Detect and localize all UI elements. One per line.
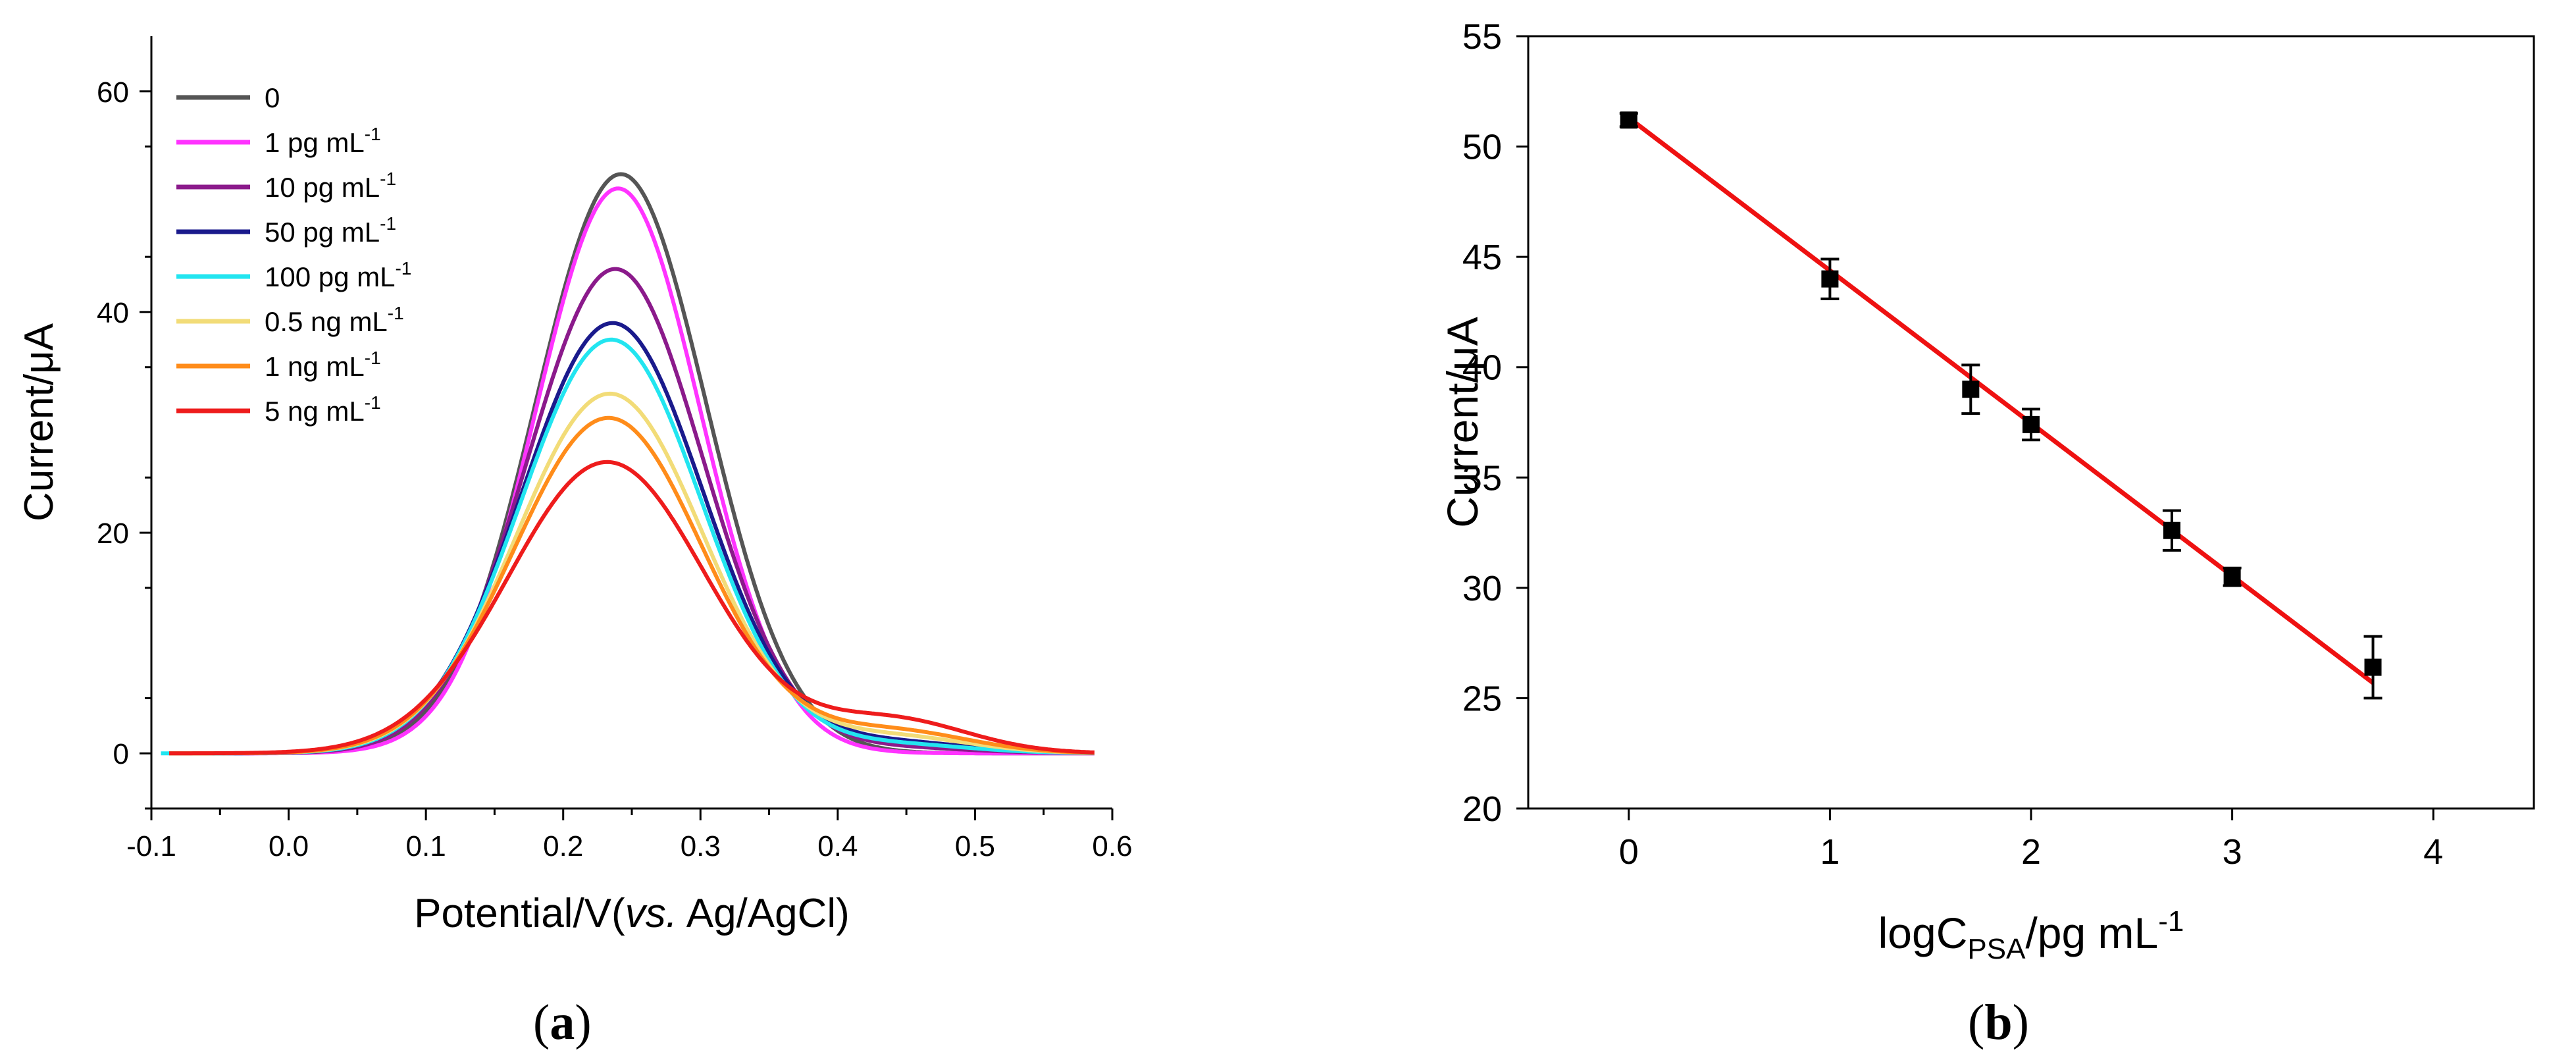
x-tick-label-b: 0 (1619, 832, 1639, 872)
data-point-2 (1962, 381, 1980, 398)
series-line-2 (169, 267, 1095, 756)
y-tick-label-b: 50 (1462, 128, 1502, 167)
data-point-6 (2364, 658, 2382, 676)
y-tick-label-a: 40 (97, 297, 129, 329)
x-axis-title-b-superscript: -1 (2158, 905, 2184, 938)
series-line-7 (169, 460, 1095, 756)
y-tick-label-b: 35 (1462, 458, 1502, 498)
x-axis-title-a-italic: vs. (625, 891, 677, 936)
legend-label-text: 10 pg mL (265, 172, 380, 203)
caption-a: (a) (533, 995, 592, 1050)
y-tick-label-a: 0 (113, 738, 129, 770)
legend-label-superscript: -1 (365, 124, 381, 144)
legend-label-text: 100 pg mL (265, 261, 395, 292)
legend-label-text: 1 pg mL (265, 127, 365, 158)
legend-label-text: 5 ng mL (265, 396, 365, 427)
y-tick-label-b: 30 (1462, 569, 1502, 608)
legend-label-4: 100 pg mL-1 (265, 258, 411, 292)
x-tick-label-b: 3 (2223, 832, 2242, 872)
x-tick-label-a: 0.1 (406, 830, 446, 862)
y-tick-label-a: 20 (97, 517, 129, 550)
x-axis-title-b-subscript: PSA (1967, 933, 2026, 965)
x-tick-label-a: 0.3 (681, 830, 721, 862)
y-tick-label-b: 45 (1462, 238, 1502, 277)
legend-label-1: 1 pg mL-1 (265, 124, 381, 158)
data-point-1 (1821, 270, 1839, 288)
y-tick-label-b: 40 (1462, 348, 1502, 388)
legend-label-superscript: -1 (380, 213, 396, 234)
x-axis-title-b-part: logC (1878, 909, 1968, 957)
data-point-3 (2022, 415, 2040, 433)
legend-label-superscript: -1 (365, 392, 381, 413)
data-point-5 (2223, 568, 2241, 586)
x-tick-label-a: -0.1 (126, 830, 176, 862)
legend-label-text: 1 ng mL (265, 351, 365, 382)
legend-label-5: 0.5 ng mL-1 (265, 303, 404, 337)
x-tick-label-a: 0.5 (955, 830, 995, 862)
legend-label-3: 50 pg mL-1 (265, 213, 396, 248)
x-tick-label-b: 2 (2021, 832, 2041, 872)
x-axis-title-b-part: /pg mL (2025, 909, 2158, 957)
x-axis-title-a-part: Ag/AgCl) (677, 891, 850, 936)
series-line-6 (169, 415, 1095, 756)
caption-b-letter: b (1984, 995, 2013, 1050)
y-tick-label-b: 25 (1462, 679, 1502, 718)
legend-label-text: 50 pg mL (265, 217, 380, 248)
x-tick-label-b: 4 (2423, 832, 2443, 872)
x-axis-title-a-part: Potential/V( (414, 891, 625, 936)
legend-label-0: 0 (265, 82, 280, 113)
x-tick-label-a: 0.2 (543, 830, 583, 862)
legend-label-superscript: -1 (388, 303, 404, 323)
y-tick-label-a: 60 (97, 76, 129, 109)
legend-label-text: 0 (265, 82, 280, 113)
legend-label-text: 0.5 ng mL (265, 306, 388, 337)
y-axis-title-b: Current/μA (1438, 317, 1487, 527)
x-tick-label-a: 0.6 (1092, 830, 1132, 862)
caption-a-letter: a (550, 995, 575, 1050)
series-line-5 (169, 391, 1095, 756)
caption-b: (b) (1968, 995, 2029, 1050)
x-axis-title-a: Potential/V(vs. Ag/AgCl) (414, 891, 850, 936)
y-tick-label-b: 20 (1462, 789, 1502, 829)
x-tick-label-a: 0.4 (817, 830, 858, 862)
legend-label-superscript: -1 (380, 169, 396, 189)
x-tick-label-a: 0.0 (269, 830, 309, 862)
legend-label-7: 5 ng mL-1 (265, 392, 381, 427)
y-axis-title-a: Current/μA (16, 323, 62, 521)
chart-b-calibration: 0 1 2 3 4 20 25 30 35 40 45 50 55 Current/μA logCPSA/p… (1438, 17, 2535, 965)
data-point-0 (1620, 111, 1637, 129)
y-tick-label-b: 55 (1462, 17, 1502, 57)
data-point-4 (2163, 521, 2180, 539)
legend-label-6: 1 ng mL-1 (265, 348, 381, 382)
x-axis-title-b: logCPSA/pg mL-1 (1878, 905, 2184, 965)
fit-line (1627, 116, 2375, 685)
series-line-3 (169, 321, 1095, 756)
legend-label-2: 10 pg mL-1 (265, 169, 396, 203)
chart-a-voltammograms: -0.1 0.0 0.1 0.2 0.3 0.4 0.5 0.6 0 20 40 60 Current/… (16, 36, 1133, 936)
legend-label-superscript: -1 (365, 348, 381, 368)
legend-label-superscript: -1 (395, 258, 411, 278)
x-tick-label-b: 1 (1820, 832, 1840, 872)
